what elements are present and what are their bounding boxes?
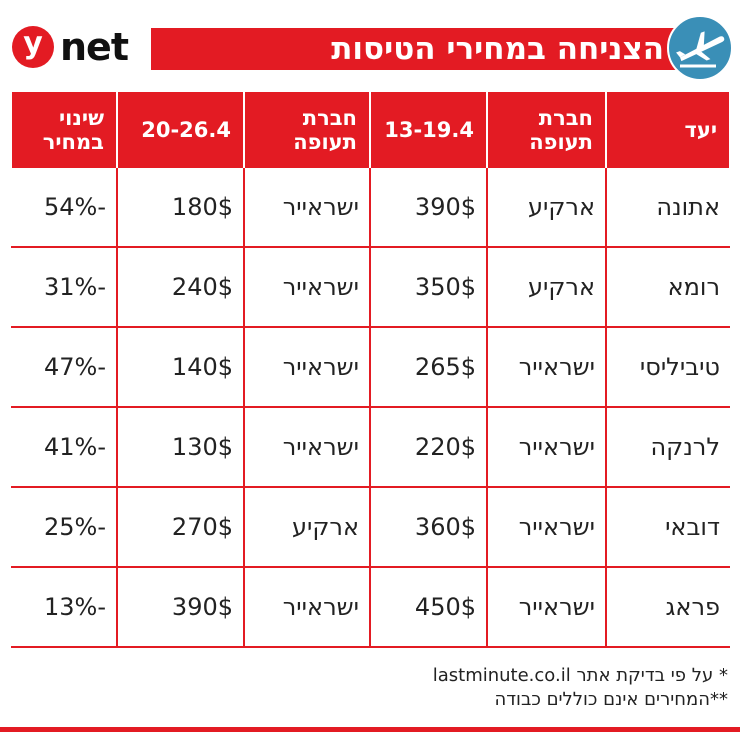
table-row: רומא ארקיע 350$ ישראייר 240$ -31% (11, 247, 730, 328)
airline-cell: ישראייר (243, 247, 370, 328)
airline-cell: ישראייר (243, 407, 370, 488)
destination-cell: דובאי (605, 487, 730, 568)
header-airline-2: חברת תעופה (243, 92, 371, 168)
table-header-row: יעד חברת תעופה 13-19.4 חברת תעופה 20-26.… (10, 92, 731, 168)
destination-cell: אתונה (605, 168, 730, 248)
flight-prices-table: יעד חברת תעופה 13-19.4 חברת תעופה 20-26.… (10, 92, 731, 648)
airline-cell: ישראייר (486, 567, 606, 648)
airline-cell: ישראייר (243, 567, 370, 648)
airline-cell: ארקיע (486, 247, 606, 328)
destination-cell: רומא (605, 247, 730, 328)
header-destination: יעד (605, 92, 731, 168)
price-cell: 240$ (116, 247, 244, 328)
airline-cell: ישראייר (486, 407, 606, 488)
airplane-icon (667, 15, 733, 81)
footnote-luggage: **המחירים אינם כוללים כבודה (494, 689, 728, 710)
header-week-2: 20-26.4 (116, 92, 245, 168)
footnote-source: * על פי בדיקת אתר lastminute.co.il (432, 665, 728, 686)
price-cell: 360$ (369, 487, 487, 568)
price-cell: 180$ (116, 168, 244, 248)
airline-cell: ישראייר (243, 168, 370, 248)
airline-cell: ארקיע (243, 487, 370, 568)
destination-cell: לרנקה (605, 407, 730, 488)
change-cell: -47% (11, 327, 117, 408)
airline-cell: ישראייר (486, 327, 606, 408)
price-cell: 350$ (369, 247, 487, 328)
price-cell: 390$ (369, 168, 487, 248)
logo-net-text: net (60, 25, 129, 69)
table-row: פראג ישראייר 450$ ישראייר 390$ -13% (11, 567, 730, 648)
change-cell: -25% (11, 487, 117, 568)
header-week-1: 13-19.4 (369, 92, 488, 168)
destination-cell: טיביליסי (605, 327, 730, 408)
destination-cell: פראג (605, 567, 730, 648)
airline-cell: ישראייר (486, 487, 606, 568)
ynet-logo: y net (12, 22, 144, 72)
header-airline-1: חברת תעופה (486, 92, 607, 168)
table-row: אתונה ארקיע 390$ ישראייר 180$ -54% (11, 168, 730, 248)
change-cell: -31% (11, 247, 117, 328)
change-cell: -13% (11, 567, 117, 648)
table-row: לרנקה ישראייר 220$ ישראייר 130$ -41% (11, 407, 730, 488)
price-cell: 220$ (369, 407, 487, 488)
bottom-divider (0, 727, 740, 732)
price-cell: 390$ (116, 567, 244, 648)
airline-cell: ארקיע (486, 168, 606, 248)
title-bar: הצניחה במחירי הטיסות (151, 28, 688, 70)
table-row: דובאי ישראייר 360$ ארקיע 270$ -25% (11, 487, 730, 568)
price-cell: 450$ (369, 567, 487, 648)
change-cell: -41% (11, 407, 117, 488)
table-row: טיביליסי ישראייר 265$ ישראייר 140$ -47% (11, 327, 730, 408)
price-cell: 140$ (116, 327, 244, 408)
price-cell: 265$ (369, 327, 487, 408)
page-title: הצניחה במחירי הטיסות (331, 31, 664, 67)
footnotes: * על פי בדיקת אתר lastminute.co.il **המח… (433, 664, 728, 712)
header-price-change: שינוי במחיר (10, 92, 118, 168)
price-cell: 130$ (116, 407, 244, 488)
price-cell: 270$ (116, 487, 244, 568)
logo-y-mark: y (12, 26, 54, 68)
airline-cell: ישראייר (243, 327, 370, 408)
change-cell: -54% (11, 168, 117, 248)
